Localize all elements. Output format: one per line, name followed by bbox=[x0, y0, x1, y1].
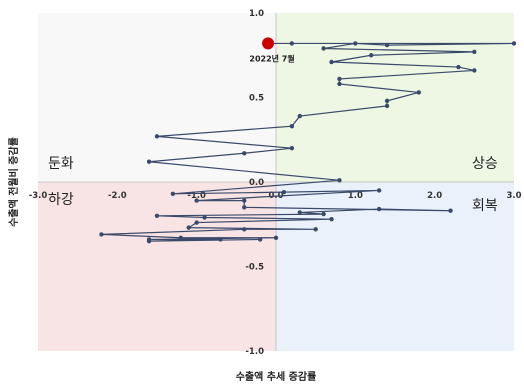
data-point bbox=[218, 237, 223, 242]
data-point bbox=[170, 191, 176, 197]
y-tick-label: -1.0 bbox=[245, 347, 264, 357]
data-point bbox=[257, 237, 263, 242]
y-tick-label: 0.0 bbox=[249, 178, 264, 188]
data-point bbox=[289, 146, 295, 151]
quadrant-label-slowdown: 둔화 bbox=[48, 156, 74, 172]
y-axis-title: 수출액 전월비 증감률 bbox=[7, 137, 20, 227]
data-point bbox=[242, 198, 247, 203]
y-tick-label: 0.5 bbox=[249, 94, 264, 104]
data-point bbox=[416, 90, 421, 95]
data-point bbox=[202, 215, 207, 220]
x-tick-label: -1.0 bbox=[187, 191, 206, 201]
data-point bbox=[289, 124, 295, 129]
x-axis-title: 수출액 추세 증감률 bbox=[236, 370, 317, 383]
data-point bbox=[448, 208, 453, 213]
quadrant-rise-bg bbox=[276, 13, 514, 182]
data-point bbox=[384, 98, 390, 104]
data-point bbox=[321, 46, 326, 51]
data-point bbox=[337, 81, 342, 87]
x-tick-label: -3.0 bbox=[29, 191, 48, 201]
y-tick-label: 1.0 bbox=[249, 9, 264, 19]
data-point bbox=[194, 198, 199, 203]
data-point bbox=[186, 225, 191, 230]
data-point bbox=[99, 232, 104, 237]
highlight-point bbox=[262, 37, 275, 50]
y-tick-label: -0.5 bbox=[245, 263, 264, 273]
data-point bbox=[289, 41, 295, 46]
quadrant-label-recovery: 회복 bbox=[472, 198, 498, 214]
data-point bbox=[384, 42, 390, 48]
data-point bbox=[281, 189, 287, 195]
x-tick-label: -2.0 bbox=[108, 191, 127, 201]
data-point bbox=[337, 178, 342, 183]
data-point bbox=[384, 103, 390, 109]
data-point bbox=[337, 76, 342, 82]
data-point bbox=[376, 206, 382, 212]
data-point bbox=[242, 151, 247, 156]
quadrant-label-rise: 상승 bbox=[472, 156, 498, 172]
x-tick-label: 3.0 bbox=[506, 191, 521, 201]
data-point bbox=[146, 238, 152, 244]
data-point bbox=[154, 213, 160, 218]
quadrant-label-decline: 하강 bbox=[48, 192, 74, 208]
highlight-label: 2022년 7월 bbox=[249, 53, 294, 63]
data-point bbox=[154, 134, 160, 139]
x-tick-label: 2.0 bbox=[427, 191, 442, 201]
data-point bbox=[472, 68, 477, 73]
data-point bbox=[313, 227, 318, 232]
data-point bbox=[511, 41, 517, 46]
series-points bbox=[99, 41, 517, 244]
data-point bbox=[369, 53, 374, 58]
data-point bbox=[321, 211, 326, 217]
x-tick-label: 1.0 bbox=[348, 191, 363, 201]
data-point bbox=[273, 235, 279, 240]
data-point bbox=[297, 113, 302, 119]
data-point bbox=[194, 220, 199, 225]
data-point bbox=[329, 59, 334, 65]
data-point bbox=[472, 49, 477, 55]
data-point bbox=[376, 188, 382, 193]
data-point bbox=[242, 205, 247, 210]
data-point bbox=[353, 41, 358, 46]
quadrant-decline-bg bbox=[38, 182, 276, 351]
data-point bbox=[456, 64, 461, 70]
data-point bbox=[146, 159, 152, 164]
data-point bbox=[297, 210, 302, 215]
data-point bbox=[178, 235, 183, 240]
data-point bbox=[329, 216, 334, 222]
data-point bbox=[242, 227, 247, 232]
y-tick-labels: 1.0 0.5 0.0 -0.5 -1.0 bbox=[245, 9, 264, 357]
